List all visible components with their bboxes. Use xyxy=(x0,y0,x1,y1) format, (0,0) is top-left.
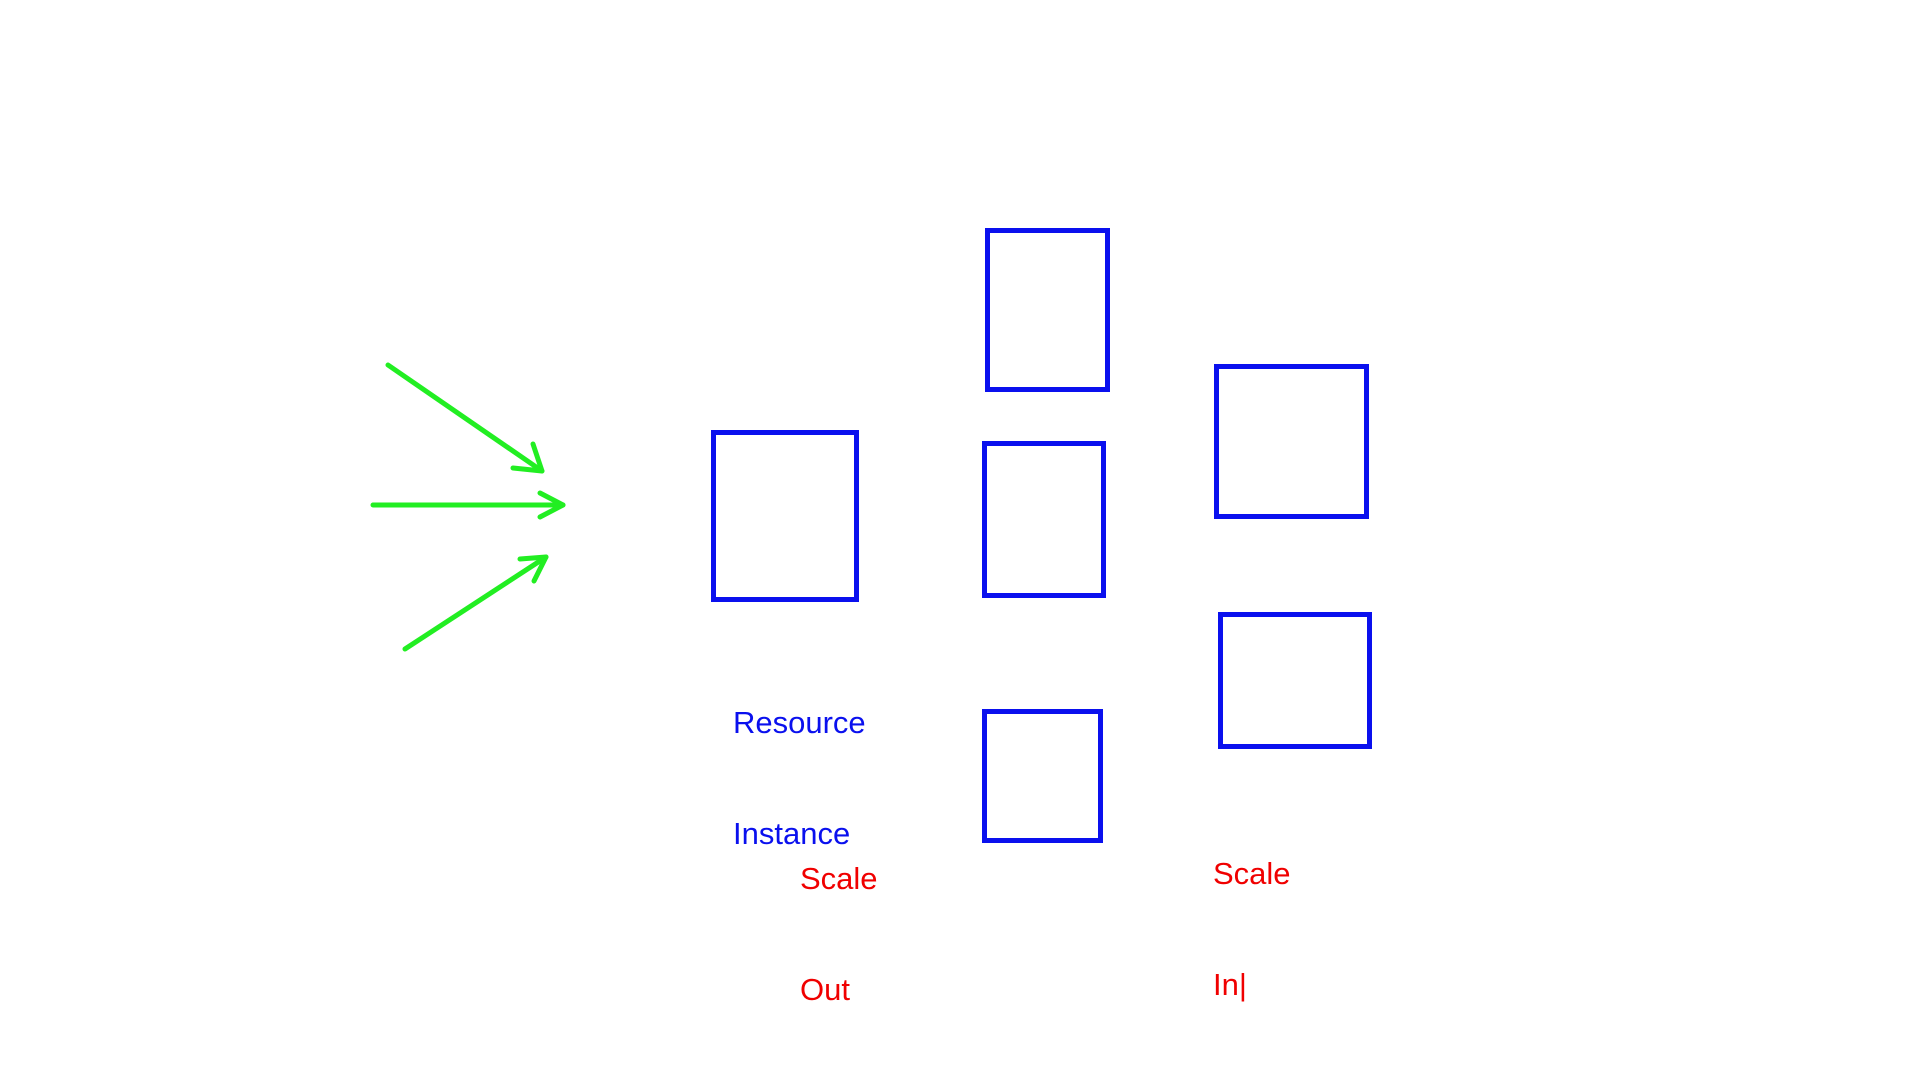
scale-out-label: Scale Out xyxy=(800,786,878,1082)
arrow-diagonal-up xyxy=(402,554,549,652)
arrow-diagonal-down xyxy=(385,362,545,474)
arrow-horizontal xyxy=(370,490,566,520)
resource-instance-box xyxy=(711,430,859,602)
scale-out-box-top xyxy=(985,228,1110,392)
resource-label-line2: Instance xyxy=(733,816,851,851)
resource-instance-label: Resource Instance xyxy=(733,630,866,926)
scale-out-label-line1: Scale xyxy=(800,861,878,896)
scale-in-label-line2: In| xyxy=(1213,967,1247,1002)
scale-in-box-top xyxy=(1214,364,1369,519)
resource-label-line1: Resource xyxy=(733,705,866,740)
scale-in-label: Scale In| xyxy=(1213,781,1291,1077)
scale-out-label-line2: Out xyxy=(800,972,850,1007)
scale-out-box-middle xyxy=(982,441,1106,598)
scale-in-box-bottom xyxy=(1218,612,1372,749)
scale-out-box-bottom xyxy=(982,709,1103,843)
scale-in-label-line1: Scale xyxy=(1213,856,1291,891)
